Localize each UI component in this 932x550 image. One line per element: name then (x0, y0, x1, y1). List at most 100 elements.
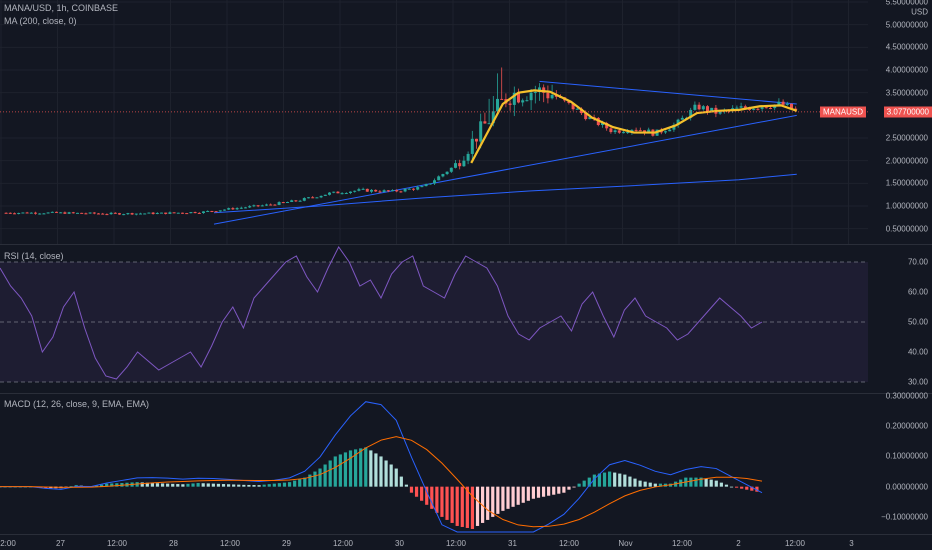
price-pane[interactable]: MANA/USD, 1h, COINBASE MA (200, close, 0… (0, 0, 932, 244)
candle (458, 163, 462, 167)
rsi-pane[interactable]: RSI (14, close) 70.00 60.00 50.00 40.00 30.0… (0, 245, 932, 393)
candle (735, 107, 739, 109)
candle (294, 200, 298, 202)
candle (407, 188, 411, 190)
macd-histogram-bar (338, 454, 342, 487)
currency-label: USD (911, 7, 928, 17)
price-tick-label: 5.50000000 (885, 0, 928, 7)
candle (118, 213, 121, 215)
candle (139, 213, 142, 215)
candle (382, 190, 386, 192)
signal-line (0, 436, 763, 528)
candle (487, 123, 491, 125)
candle (71, 212, 75, 214)
candle (361, 188, 365, 190)
candle (97, 213, 100, 215)
candle (273, 204, 277, 206)
price-chart[interactable] (0, 0, 868, 244)
macd-histogram-bar (658, 483, 662, 487)
rsi-axis[interactable]: 70.00 60.00 50.00 40.00 30.00 (868, 245, 932, 393)
candle (168, 212, 172, 214)
pane-separator[interactable] (0, 534, 932, 535)
macd-chart[interactable] (0, 394, 868, 534)
trendline (539, 80, 797, 105)
macd-histogram-bar (211, 483, 215, 487)
macd-histogram-bar (298, 479, 302, 487)
macd-histogram-bar (287, 482, 292, 487)
macd-histogram-bar (750, 486, 754, 491)
candle (512, 92, 516, 105)
macd-tick-label: 0.10000000 (885, 451, 928, 461)
macd-axis[interactable]: 0.30000000 0.20000000 0.10000000 0.00000000… (868, 392, 932, 534)
macd-histogram-bar (257, 485, 261, 487)
macd-histogram-bar (399, 476, 403, 487)
macd-histogram-bar (638, 480, 642, 487)
candle (508, 103, 512, 105)
candle (281, 202, 285, 204)
candle (323, 194, 327, 196)
candle (777, 101, 781, 105)
macd-histogram-bar (369, 450, 373, 487)
pane-separator[interactable] (0, 244, 932, 245)
candle (575, 108, 579, 110)
macd-histogram-bar (140, 482, 144, 487)
time-tick-label: 27 (56, 539, 65, 548)
macd-histogram-bar (526, 486, 530, 501)
candle (269, 204, 273, 206)
macd-histogram-bar (608, 471, 612, 487)
macd-histogram-bar (105, 483, 109, 487)
macd-histogram-bar (450, 486, 454, 523)
candle (517, 92, 520, 103)
candle (185, 213, 189, 215)
price-tick-label: 3.50000000 (885, 88, 928, 98)
macd-histogram-bar (572, 486, 576, 488)
macd-histogram-bar (709, 479, 713, 487)
macd-histogram-bar (196, 483, 200, 487)
macd-pane[interactable]: MACD (12, 26, close, 9, EMA, EMA) 0.3000… (0, 392, 932, 534)
candle (231, 208, 235, 210)
candle (601, 122, 604, 126)
candle (785, 103, 789, 105)
macd-histogram-bar (409, 486, 414, 493)
macd-tick-label: −0.10000000 (881, 512, 928, 522)
candle (626, 132, 630, 134)
macd-histogram-bar (247, 484, 251, 487)
rsi-line (0, 246, 763, 380)
candle (80, 212, 84, 214)
candle (109, 212, 113, 215)
macd-histogram-bar (516, 486, 520, 505)
pane-separator[interactable] (0, 393, 932, 394)
rsi-chart[interactable] (0, 245, 868, 393)
macd-histogram-bar (308, 474, 312, 487)
price-axis[interactable]: USD MANAUSD 3.07700000 5.50000000 5.00000… (819, 0, 932, 244)
candle (113, 212, 117, 214)
candle (399, 191, 403, 193)
candle (521, 100, 525, 103)
macd-histogram-bar (313, 471, 317, 487)
candle (252, 205, 256, 207)
candle (794, 108, 798, 110)
candle (265, 204, 268, 206)
macd-histogram-bar (348, 450, 353, 487)
macd-histogram-bar (643, 481, 647, 487)
time-axis[interactable]: 2:00 27 12:00 28 12:00 29 12:00 30 12:00 31 12:00 N… (0, 535, 868, 550)
candle (189, 212, 193, 214)
candle (638, 130, 642, 132)
macd-histogram-bar (491, 486, 495, 517)
macd-histogram-bar (201, 483, 205, 487)
candle (17, 212, 21, 214)
candle (349, 191, 352, 194)
macd-histogram-bar (592, 474, 596, 487)
candle (260, 205, 264, 207)
macd-tick-label: 0.00000000 (885, 482, 928, 492)
candle (76, 212, 79, 214)
price-tick-label: 4.50000000 (885, 42, 928, 52)
macd-histogram-bar (237, 484, 241, 487)
macd-histogram-bar (343, 452, 348, 487)
macd-histogram-bar (506, 486, 510, 509)
candle (206, 210, 210, 212)
macd-histogram-bar (562, 486, 566, 493)
candle (588, 117, 592, 120)
candle (164, 212, 168, 214)
time-tick-label: 12:00 (106, 539, 128, 548)
